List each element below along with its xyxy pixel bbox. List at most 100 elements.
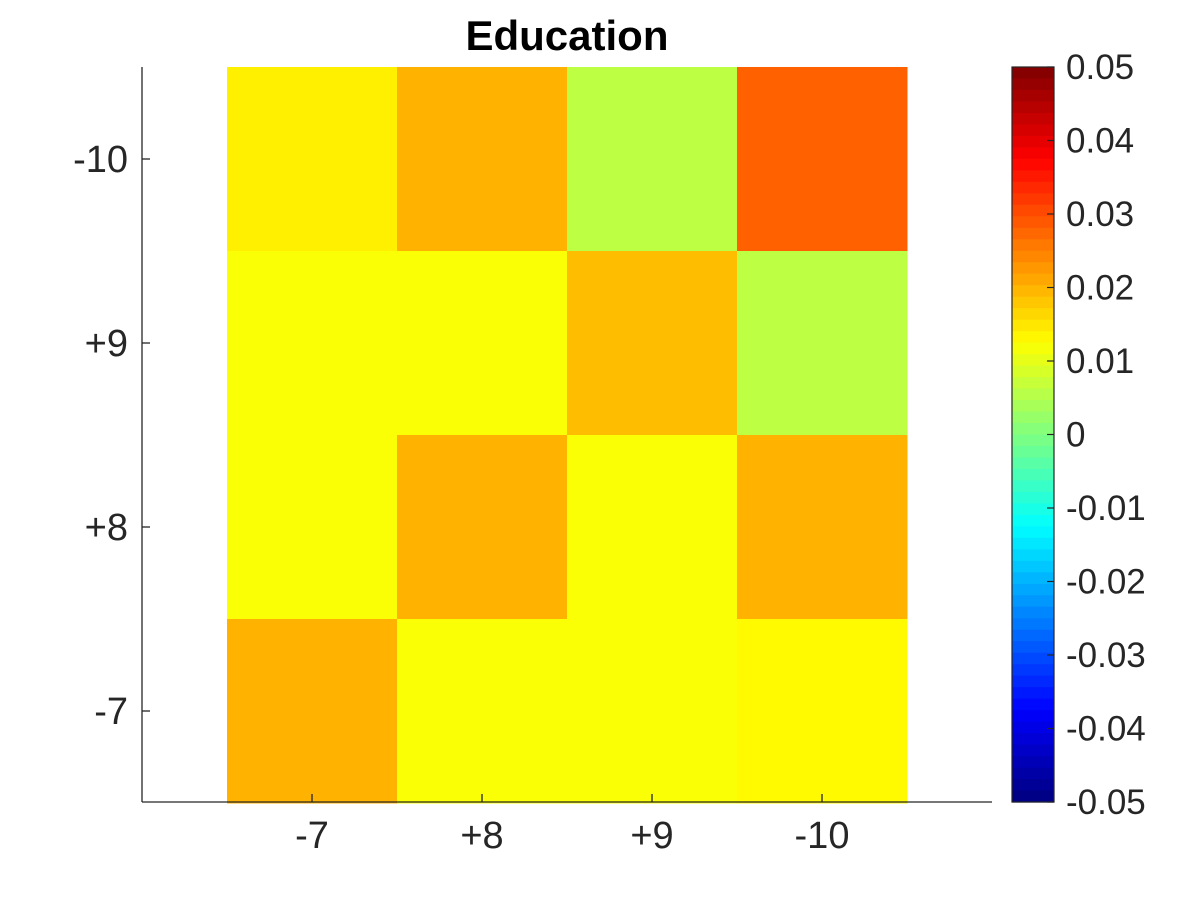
colorbar-tick-label: -0.02 <box>1066 563 1146 602</box>
colorbar-tick-label: 0.01 <box>1066 342 1134 381</box>
y-axis-ticks: -10 +9 +8 -7 <box>73 139 150 733</box>
chart-title: Education <box>465 12 668 59</box>
colorbar-band <box>1012 434 1054 447</box>
colorbar-band <box>1012 756 1054 769</box>
heatmap-cell <box>737 251 908 436</box>
colorbar-band <box>1012 629 1054 642</box>
colorbar-band <box>1012 423 1054 436</box>
colorbar-band <box>1012 537 1054 550</box>
y-tick-label: -7 <box>94 691 128 733</box>
colorbar-band <box>1012 89 1054 103</box>
y-tick-label: +8 <box>85 507 128 549</box>
colorbar-band <box>1012 354 1054 367</box>
colorbar-band <box>1012 549 1054 562</box>
colorbar-band <box>1012 193 1054 206</box>
colorbar-band <box>1012 147 1054 160</box>
colorbar-tick-label: -0.01 <box>1066 489 1146 528</box>
heatmap-cell <box>567 435 738 620</box>
colorbar-band <box>1012 135 1054 148</box>
colorbar-band <box>1012 767 1054 780</box>
colorbar-tick-label: 0.03 <box>1066 195 1134 234</box>
y-tick-label: -10 <box>73 139 128 181</box>
heatmap-cell <box>227 435 398 620</box>
colorbar-tick-label: 0.05 <box>1066 48 1134 87</box>
colorbar-band <box>1012 285 1054 298</box>
colorbar-band <box>1012 560 1054 573</box>
colorbar-tick-label: -0.03 <box>1066 636 1146 675</box>
heatmap-cell <box>397 251 568 436</box>
colorbar-tick-label: 0.04 <box>1066 122 1134 161</box>
heatmap-cells <box>227 67 908 804</box>
colorbar-tick-label: 0.02 <box>1066 269 1134 308</box>
colorbar-band <box>1012 227 1054 240</box>
colorbar-band <box>1012 170 1054 183</box>
colorbar-band <box>1012 744 1054 757</box>
colorbar-band <box>1012 618 1054 631</box>
colorbar-band <box>1012 652 1054 665</box>
x-tick-label: -10 <box>795 815 850 857</box>
heatmap-cell <box>737 435 908 620</box>
colorbar-band <box>1012 675 1054 688</box>
heatmap-cell <box>227 251 398 436</box>
heatmap-cell <box>397 619 568 804</box>
heatmap-cell <box>397 67 568 252</box>
colorbar-band <box>1012 78 1054 91</box>
heatmap-cell <box>567 251 738 436</box>
colorbar-band <box>1012 204 1054 217</box>
colorbar-band <box>1012 790 1054 803</box>
colorbar-band <box>1012 273 1054 286</box>
colorbar-band <box>1012 514 1054 527</box>
colorbar: 0.05 0.04 0.03 0.02 0.01 0 -0.01 -0.02 -0.03 -0.0… <box>1011 48 1146 822</box>
colorbar-band <box>1012 124 1054 137</box>
colorbar-band <box>1012 664 1054 677</box>
colorbar-band <box>1012 342 1054 355</box>
colorbar-band <box>1012 400 1054 413</box>
colorbar-band <box>1012 583 1054 596</box>
heatmap-cell <box>397 435 568 620</box>
colorbar-band <box>1012 503 1054 516</box>
colorbar-band <box>1012 296 1054 309</box>
colorbar-band <box>1012 377 1054 390</box>
colorbar-band <box>1012 595 1054 608</box>
colorbar-band <box>1012 67 1054 80</box>
heatmap-cell <box>227 619 398 804</box>
colorbar-band <box>1012 721 1054 734</box>
colorbar-band <box>1012 239 1054 252</box>
colorbar-tick-label: -0.05 <box>1066 783 1146 822</box>
colorbar-band <box>1012 491 1054 505</box>
heatmap-cell <box>227 67 398 252</box>
colorbar-band <box>1012 687 1054 700</box>
colorbar-band <box>1012 641 1054 654</box>
x-axis-ticks: -7 +8 +9 -10 <box>295 794 849 857</box>
heatmap-cell <box>567 67 738 252</box>
colorbar-band <box>1012 779 1054 792</box>
colorbar-band <box>1012 319 1054 332</box>
colorbar-band <box>1012 112 1054 126</box>
x-tick-label: -7 <box>295 815 329 857</box>
colorbar-band <box>1012 181 1054 194</box>
colorbar-band <box>1012 480 1054 493</box>
colorbar-band <box>1012 216 1054 229</box>
colorbar-band <box>1012 710 1054 723</box>
colorbar-band <box>1012 262 1054 275</box>
heatmap-cell <box>737 619 908 804</box>
x-tick-label: +9 <box>630 815 673 857</box>
y-tick-label: +9 <box>85 323 128 365</box>
heatmap-cell <box>737 67 908 252</box>
colorbar-band <box>1012 526 1054 539</box>
colorbar-band <box>1012 331 1054 344</box>
colorbar-band <box>1012 606 1054 619</box>
colorbar-band <box>1012 158 1054 171</box>
colorbar-band <box>1012 698 1054 711</box>
colorbar-band <box>1012 365 1054 378</box>
colorbar-band <box>1012 308 1054 321</box>
colorbar-band <box>1012 457 1054 470</box>
colorbar-band <box>1012 468 1054 482</box>
colorbar-band <box>1012 411 1054 424</box>
plot-axes <box>141 67 992 803</box>
colorbar-tick-label: 0 <box>1066 416 1085 455</box>
colorbar-band <box>1012 250 1054 263</box>
colorbar-band <box>1012 445 1054 459</box>
x-tick-label: +8 <box>460 815 503 857</box>
